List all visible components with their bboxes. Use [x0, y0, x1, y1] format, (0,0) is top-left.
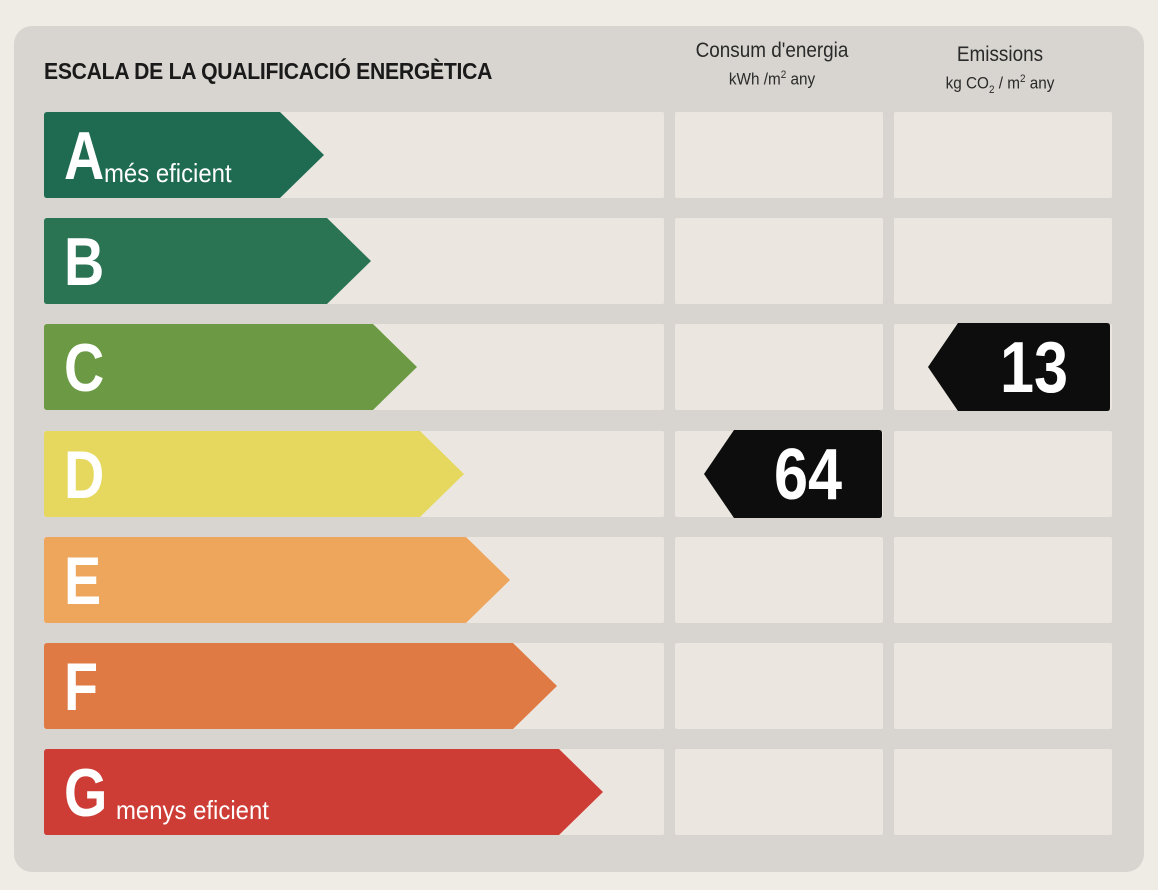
energy-cell-a	[675, 112, 883, 198]
band-description: menys eficient	[116, 795, 269, 825]
marker-arrow-shape	[928, 323, 1110, 411]
emissions-cell-e	[894, 537, 1112, 623]
band-letter: A	[64, 118, 105, 194]
emissions-rating-value: 13	[999, 328, 1069, 408]
band-arrow-shape	[44, 749, 603, 835]
band-letter: G	[64, 755, 108, 831]
energy-column-unit: kWh /m2 any	[728, 69, 816, 89]
emissions-column-header: Emissions kg CO2 / m2 any	[910, 42, 1090, 101]
emissions-cell-f	[894, 643, 1112, 729]
emissions-column-title: Emissions	[956, 43, 1044, 66]
band-description: més eficient	[104, 158, 232, 188]
marker-arrow-shape	[704, 430, 882, 518]
energy-cell-f	[675, 643, 883, 729]
band-letter: B	[64, 224, 105, 300]
band-arrow-shape	[44, 537, 510, 623]
rating-band-b: B	[44, 218, 371, 304]
band-arrow-shape	[44, 643, 557, 729]
band-arrow-shape	[44, 431, 464, 517]
emissions-cell-a	[894, 112, 1112, 198]
rating-band-d: D	[44, 431, 464, 517]
emissions-cell-b	[894, 218, 1112, 304]
rating-band-f: F	[44, 643, 557, 729]
band-arrow-shape	[44, 112, 324, 198]
band-letter: D	[64, 437, 105, 513]
band-letter: F	[64, 649, 99, 725]
energy-column-header: Consum d'energia kWh /m2 any	[682, 38, 862, 91]
energy-cell-g	[675, 749, 883, 835]
rating-band-c: C	[44, 324, 417, 410]
energy-cell-c	[675, 324, 883, 410]
energy-cell-b	[675, 218, 883, 304]
energy-rating-value: 64	[773, 435, 843, 515]
emissions-column-unit: kg CO2 / m2 any	[945, 73, 1055, 97]
rating-band-e: E	[44, 537, 510, 623]
band-arrow-shape	[44, 324, 417, 410]
emissions-rating-marker: 13	[928, 323, 1110, 411]
label-title: ESCALA DE LA QUALIFICACIÓ ENERGÈTICA	[44, 58, 493, 84]
energy-rating-marker: 64	[704, 430, 882, 518]
emissions-cell-g	[894, 749, 1112, 835]
band-arrow-shape	[44, 218, 371, 304]
band-letter: E	[64, 543, 102, 619]
emissions-cell-d	[894, 431, 1112, 517]
energy-column-title: Consum d'energia	[695, 39, 849, 62]
band-letter: C	[64, 330, 105, 406]
energy-cell-e	[675, 537, 883, 623]
